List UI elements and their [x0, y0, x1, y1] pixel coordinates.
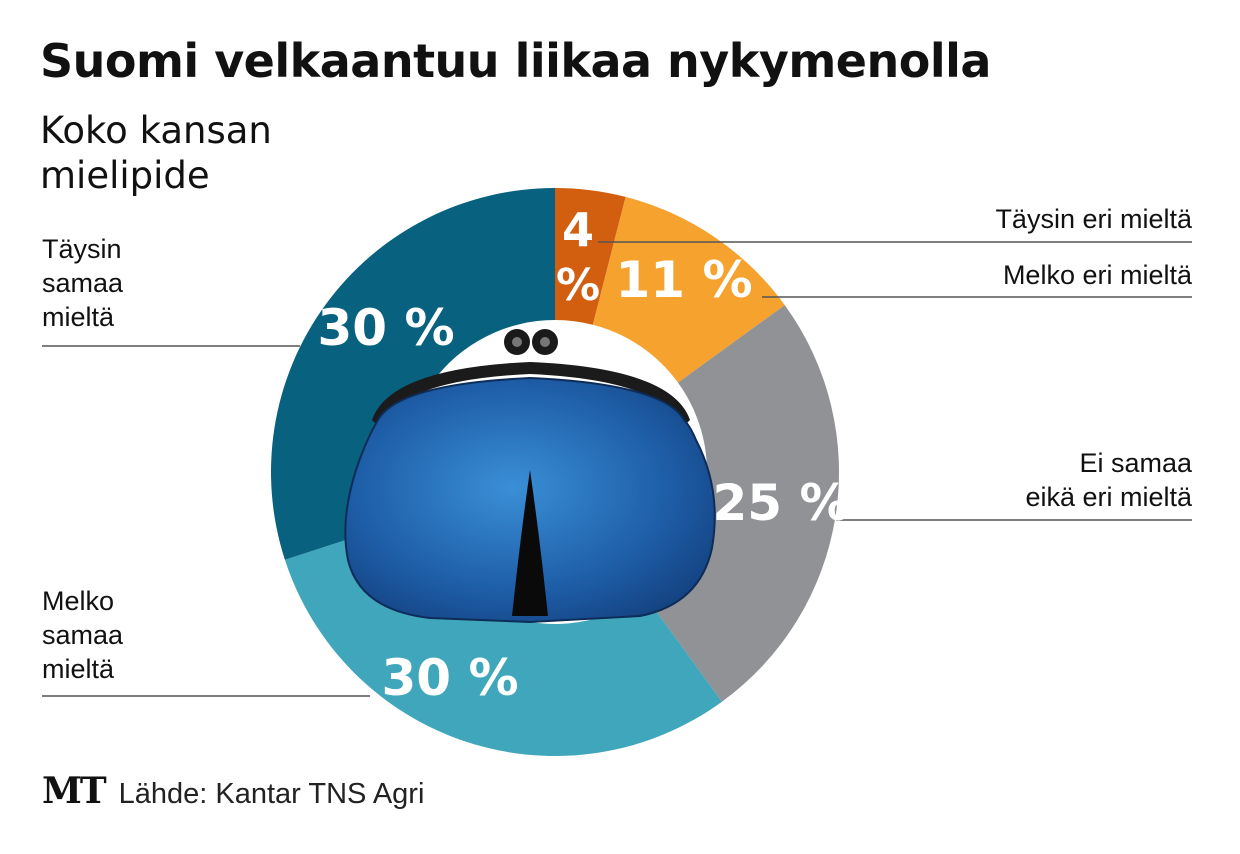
chart-footer: MT Lähde: Kantar TNS Agri: [42, 770, 424, 812]
label-taysin-eri: Täysin eri mieltä: [995, 204, 1192, 234]
subtitle-line-2: mielipide: [40, 154, 210, 197]
chart-subtitle: Koko kansan mielipide: [40, 108, 360, 198]
subtitle-line-1: Koko kansan: [40, 109, 272, 152]
coin-purse-icon: [344, 329, 716, 624]
chart-title: Suomi velkaantuu liikaa nykymenolla: [40, 34, 991, 88]
pct-label-taysin-eri-bottom: %: [556, 260, 600, 311]
label-ei-samaa: Ei samaa eikä eri mieltä: [1025, 448, 1192, 512]
label-melko-eri: Melko eri mieltä: [1002, 260, 1192, 290]
pct-label-ei-samaa: 25 %: [712, 474, 849, 532]
leader-lines: [42, 241, 1192, 697]
pct-label-taysin-eri-top: 4: [562, 203, 594, 257]
mt-logo: MT: [42, 770, 107, 812]
slice-taysin-eri: [555, 188, 626, 325]
slice-taysin-samaa: [270, 188, 555, 560]
label-melko-samaa: Melko samaa mieltä: [42, 586, 124, 684]
label-taysin-samaa: Täysin samaa mieltä: [42, 234, 124, 332]
slice-melko-eri: [592, 196, 785, 383]
pct-label-taysin-samaa: 30 %: [317, 299, 454, 357]
slice-ei-samaa: [644, 305, 839, 702]
pct-label-melko-samaa: 30 %: [381, 649, 518, 707]
source-note: Lähde: Kantar TNS Agri: [118, 778, 425, 810]
pct-label-melko-eri: 11 %: [615, 251, 752, 309]
